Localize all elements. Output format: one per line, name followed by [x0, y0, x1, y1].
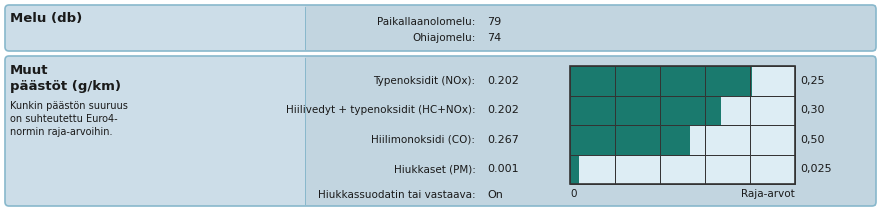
Text: 0.267: 0.267	[487, 135, 520, 145]
Bar	[570, 154, 615, 184]
Bar	[750, 66, 795, 95]
Bar	[705, 95, 750, 125]
Text: 0,50: 0,50	[800, 135, 825, 145]
Bar	[660, 66, 705, 95]
Bar	[306, 5, 876, 51]
Text: On: On	[487, 190, 503, 200]
Text: Muut
päästöt (g/km): Muut päästöt (g/km)	[10, 64, 121, 93]
Bar	[705, 95, 722, 125]
Bar	[579, 154, 615, 184]
Bar	[750, 95, 795, 125]
Bar	[615, 66, 660, 95]
Bar	[615, 154, 660, 184]
Text: Hiilimonoksidi (CO):: Hiilimonoksidi (CO):	[372, 135, 476, 145]
Bar	[722, 95, 750, 125]
Text: 74: 74	[487, 33, 502, 43]
Text: Typenoksidit (NOx):: Typenoksidit (NOx):	[374, 76, 476, 86]
Bar	[570, 125, 615, 154]
Text: 0.202: 0.202	[487, 105, 520, 115]
Bar	[660, 125, 690, 154]
Text: 79: 79	[487, 17, 502, 27]
Bar	[615, 125, 660, 154]
Bar	[690, 125, 705, 154]
FancyBboxPatch shape	[5, 5, 876, 51]
Bar	[660, 95, 705, 125]
Text: Hiukkassuodatin tai vastaava:: Hiukkassuodatin tai vastaava:	[318, 190, 476, 200]
Text: 0.202: 0.202	[487, 76, 520, 86]
Text: 0,25: 0,25	[800, 76, 825, 86]
Text: Hiukkaset (PM):: Hiukkaset (PM):	[394, 164, 476, 174]
Bar	[306, 56, 876, 206]
Text: Kunkin päästön suuruus
on suhteutettu Euro4-
normin raja-arvoihin.: Kunkin päästön suuruus on suhteutettu Eu…	[10, 101, 128, 137]
Bar	[615, 95, 660, 125]
Text: 0.001: 0.001	[487, 164, 519, 174]
Text: Melu (db): Melu (db)	[10, 12, 82, 25]
Text: Ohiajomelu:: Ohiajomelu:	[412, 33, 476, 43]
Text: Raja-arvot: Raja-arvot	[741, 189, 795, 199]
Bar	[570, 154, 579, 184]
Bar	[705, 125, 750, 154]
Bar	[570, 66, 615, 95]
Bar	[751, 66, 795, 95]
Bar	[660, 125, 705, 154]
Bar	[570, 95, 615, 125]
Text: 0,025: 0,025	[800, 164, 832, 174]
Bar	[660, 154, 705, 184]
Text: Hiilivedyt + typenoksidit (HC+NOx):: Hiilivedyt + typenoksidit (HC+NOx):	[285, 105, 476, 115]
Bar	[705, 66, 750, 95]
Bar	[705, 154, 750, 184]
Text: 0: 0	[570, 189, 576, 199]
Bar	[750, 125, 795, 154]
Text: Paikallaanolomelu:: Paikallaanolomelu:	[377, 17, 476, 27]
Bar	[570, 66, 795, 184]
Text: 0,30: 0,30	[800, 105, 825, 115]
Bar	[750, 154, 795, 184]
FancyBboxPatch shape	[5, 56, 876, 206]
Bar	[750, 66, 751, 95]
